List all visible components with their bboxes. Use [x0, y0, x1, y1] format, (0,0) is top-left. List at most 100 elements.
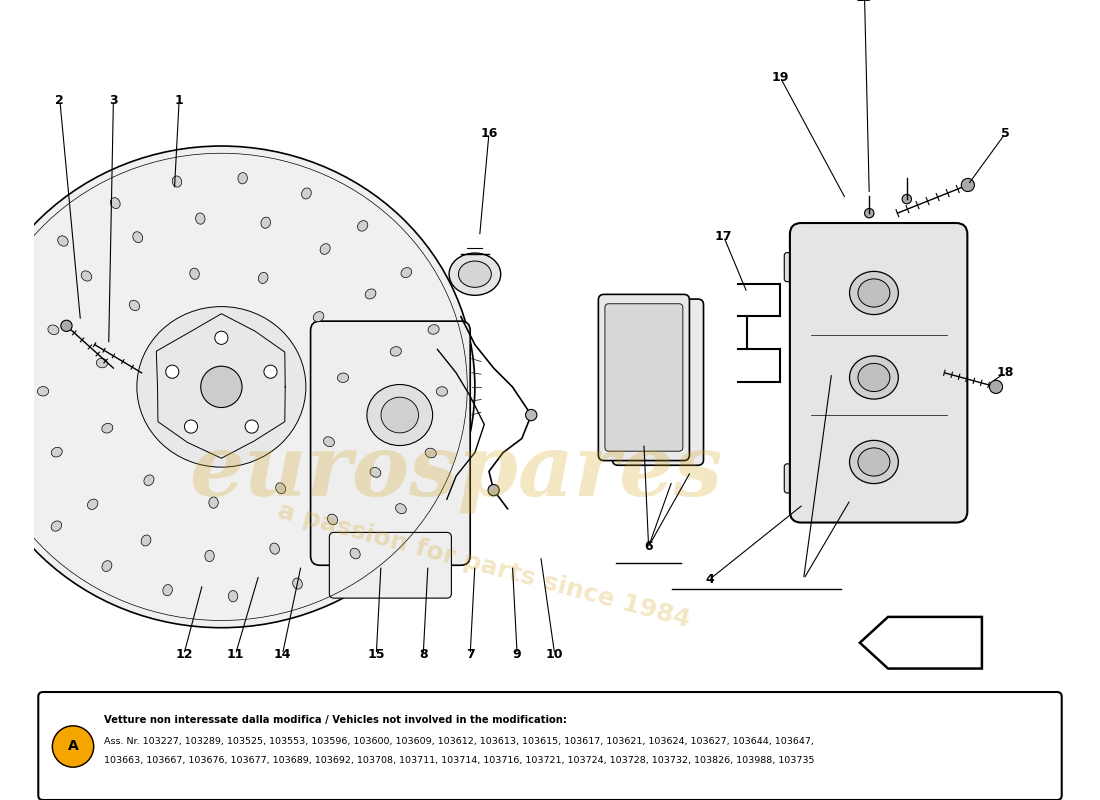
Ellipse shape: [190, 268, 199, 279]
Ellipse shape: [301, 188, 311, 199]
Ellipse shape: [57, 236, 68, 246]
Ellipse shape: [258, 272, 268, 283]
Text: 15: 15: [367, 648, 385, 661]
Ellipse shape: [0, 146, 475, 628]
Ellipse shape: [381, 397, 418, 433]
Ellipse shape: [48, 325, 59, 334]
Ellipse shape: [163, 585, 173, 596]
Text: 7: 7: [465, 648, 474, 661]
Ellipse shape: [328, 514, 338, 525]
Ellipse shape: [0, 346, 10, 356]
Text: 4: 4: [705, 573, 714, 586]
Text: 17: 17: [715, 230, 733, 243]
Ellipse shape: [81, 271, 91, 281]
Text: 3: 3: [109, 94, 118, 107]
Ellipse shape: [320, 244, 330, 254]
FancyBboxPatch shape: [39, 692, 1062, 800]
Text: 18: 18: [997, 366, 1014, 379]
Text: 8: 8: [419, 648, 428, 661]
FancyBboxPatch shape: [790, 223, 967, 522]
Circle shape: [185, 420, 198, 433]
Text: 5: 5: [1001, 127, 1010, 140]
Ellipse shape: [261, 217, 271, 228]
Ellipse shape: [449, 253, 500, 295]
Text: 14: 14: [274, 648, 292, 661]
Circle shape: [245, 420, 258, 433]
Ellipse shape: [37, 386, 48, 396]
Ellipse shape: [133, 232, 143, 242]
FancyBboxPatch shape: [784, 253, 818, 282]
Text: eurospares: eurospares: [189, 430, 723, 513]
Ellipse shape: [20, 287, 30, 297]
Ellipse shape: [338, 373, 349, 382]
Ellipse shape: [323, 437, 334, 446]
Ellipse shape: [392, 409, 403, 418]
Ellipse shape: [858, 448, 890, 476]
Ellipse shape: [402, 267, 411, 278]
Circle shape: [865, 209, 873, 218]
Ellipse shape: [367, 385, 432, 446]
Text: 11: 11: [227, 648, 244, 661]
Ellipse shape: [849, 271, 899, 314]
Ellipse shape: [390, 346, 402, 356]
Ellipse shape: [849, 440, 899, 483]
Ellipse shape: [459, 261, 492, 287]
Circle shape: [53, 726, 94, 767]
Ellipse shape: [365, 289, 376, 299]
FancyBboxPatch shape: [605, 304, 683, 451]
Ellipse shape: [314, 312, 323, 322]
Ellipse shape: [229, 590, 238, 602]
Ellipse shape: [141, 535, 151, 546]
Text: 103663, 103667, 103676, 103677, 103689, 103692, 103708, 103711, 103714, 103716, : 103663, 103667, 103676, 103677, 103689, …: [104, 756, 814, 765]
Ellipse shape: [270, 543, 279, 554]
Ellipse shape: [849, 356, 899, 399]
Ellipse shape: [0, 409, 8, 418]
Circle shape: [961, 178, 975, 191]
Ellipse shape: [110, 198, 120, 209]
Text: 6: 6: [645, 540, 653, 553]
Ellipse shape: [858, 363, 890, 391]
Text: 19: 19: [771, 70, 789, 83]
Circle shape: [902, 194, 912, 204]
Text: a passion for parts since 1984: a passion for parts since 1984: [275, 498, 693, 632]
Circle shape: [166, 365, 179, 378]
Circle shape: [989, 380, 1002, 394]
Circle shape: [200, 366, 242, 407]
Ellipse shape: [293, 578, 303, 589]
Ellipse shape: [52, 447, 63, 457]
Ellipse shape: [88, 499, 98, 510]
Circle shape: [264, 365, 277, 378]
Ellipse shape: [358, 221, 367, 231]
Ellipse shape: [97, 358, 108, 368]
Text: Ass. Nr. 103227, 103289, 103525, 103553, 103596, 103600, 103609, 103612, 103613,: Ass. Nr. 103227, 103289, 103525, 103553,…: [104, 738, 814, 746]
FancyBboxPatch shape: [613, 299, 704, 466]
FancyBboxPatch shape: [329, 533, 451, 598]
Ellipse shape: [136, 306, 306, 467]
Ellipse shape: [858, 279, 890, 307]
Circle shape: [526, 410, 537, 421]
Ellipse shape: [276, 483, 286, 494]
Text: 9: 9: [513, 648, 521, 661]
Ellipse shape: [52, 521, 62, 531]
Circle shape: [488, 485, 499, 496]
Text: A: A: [67, 739, 78, 754]
Ellipse shape: [196, 213, 205, 224]
Ellipse shape: [144, 475, 154, 486]
Text: 1: 1: [175, 94, 184, 107]
Ellipse shape: [350, 548, 360, 559]
Text: 2: 2: [55, 94, 64, 107]
Text: Vetture non interessate dalla modifica / Vehicles not involved in the modificati: Vetture non interessate dalla modifica /…: [104, 715, 566, 725]
Text: 10: 10: [546, 648, 563, 661]
Ellipse shape: [129, 300, 140, 310]
FancyBboxPatch shape: [598, 294, 690, 461]
Text: 16: 16: [481, 127, 497, 140]
Ellipse shape: [15, 469, 26, 478]
Ellipse shape: [238, 173, 248, 184]
Circle shape: [60, 320, 73, 331]
Text: 13: 13: [856, 0, 873, 4]
Ellipse shape: [428, 325, 439, 334]
Polygon shape: [860, 617, 982, 669]
Ellipse shape: [102, 561, 112, 571]
Ellipse shape: [370, 467, 381, 478]
Ellipse shape: [209, 497, 218, 508]
